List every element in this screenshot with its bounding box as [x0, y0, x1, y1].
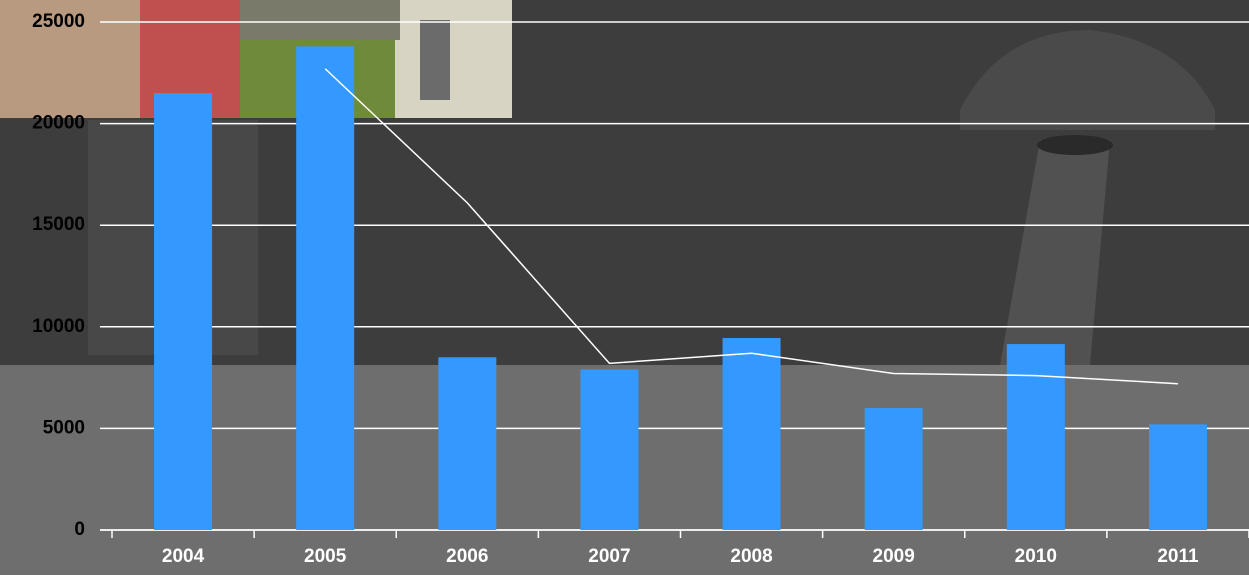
- bar: [580, 369, 639, 530]
- bar: [154, 93, 213, 531]
- bar: [864, 408, 923, 530]
- x-tick-label: 2007: [588, 546, 630, 567]
- y-tick-label: 15000: [32, 214, 85, 235]
- bar: [1148, 424, 1207, 530]
- line: [324, 68, 1178, 385]
- x-tick-label: 2009: [873, 546, 915, 567]
- bar: [722, 337, 781, 530]
- background-hole: [1037, 135, 1113, 155]
- bar: [438, 357, 497, 530]
- x-tick-label: 2004: [162, 546, 205, 567]
- x-tick-label: 2006: [446, 546, 488, 567]
- x-tick-label: 2010: [1015, 546, 1057, 567]
- bar: [296, 46, 355, 530]
- x-tick-label: 2011: [1157, 546, 1199, 567]
- x-tick-label: 2005: [304, 546, 347, 567]
- y-tick-label: 10000: [32, 316, 85, 337]
- y-tick-label: 5000: [43, 417, 85, 438]
- background-beam: [1000, 140, 1110, 365]
- y-tick-label: 25000: [32, 11, 85, 32]
- y-tick-label: 20000: [32, 113, 85, 134]
- y-tick-label: 0: [74, 519, 85, 540]
- background-shape: [960, 30, 1215, 130]
- bar: [1006, 344, 1065, 530]
- x-tick-label: 2008: [730, 546, 772, 567]
